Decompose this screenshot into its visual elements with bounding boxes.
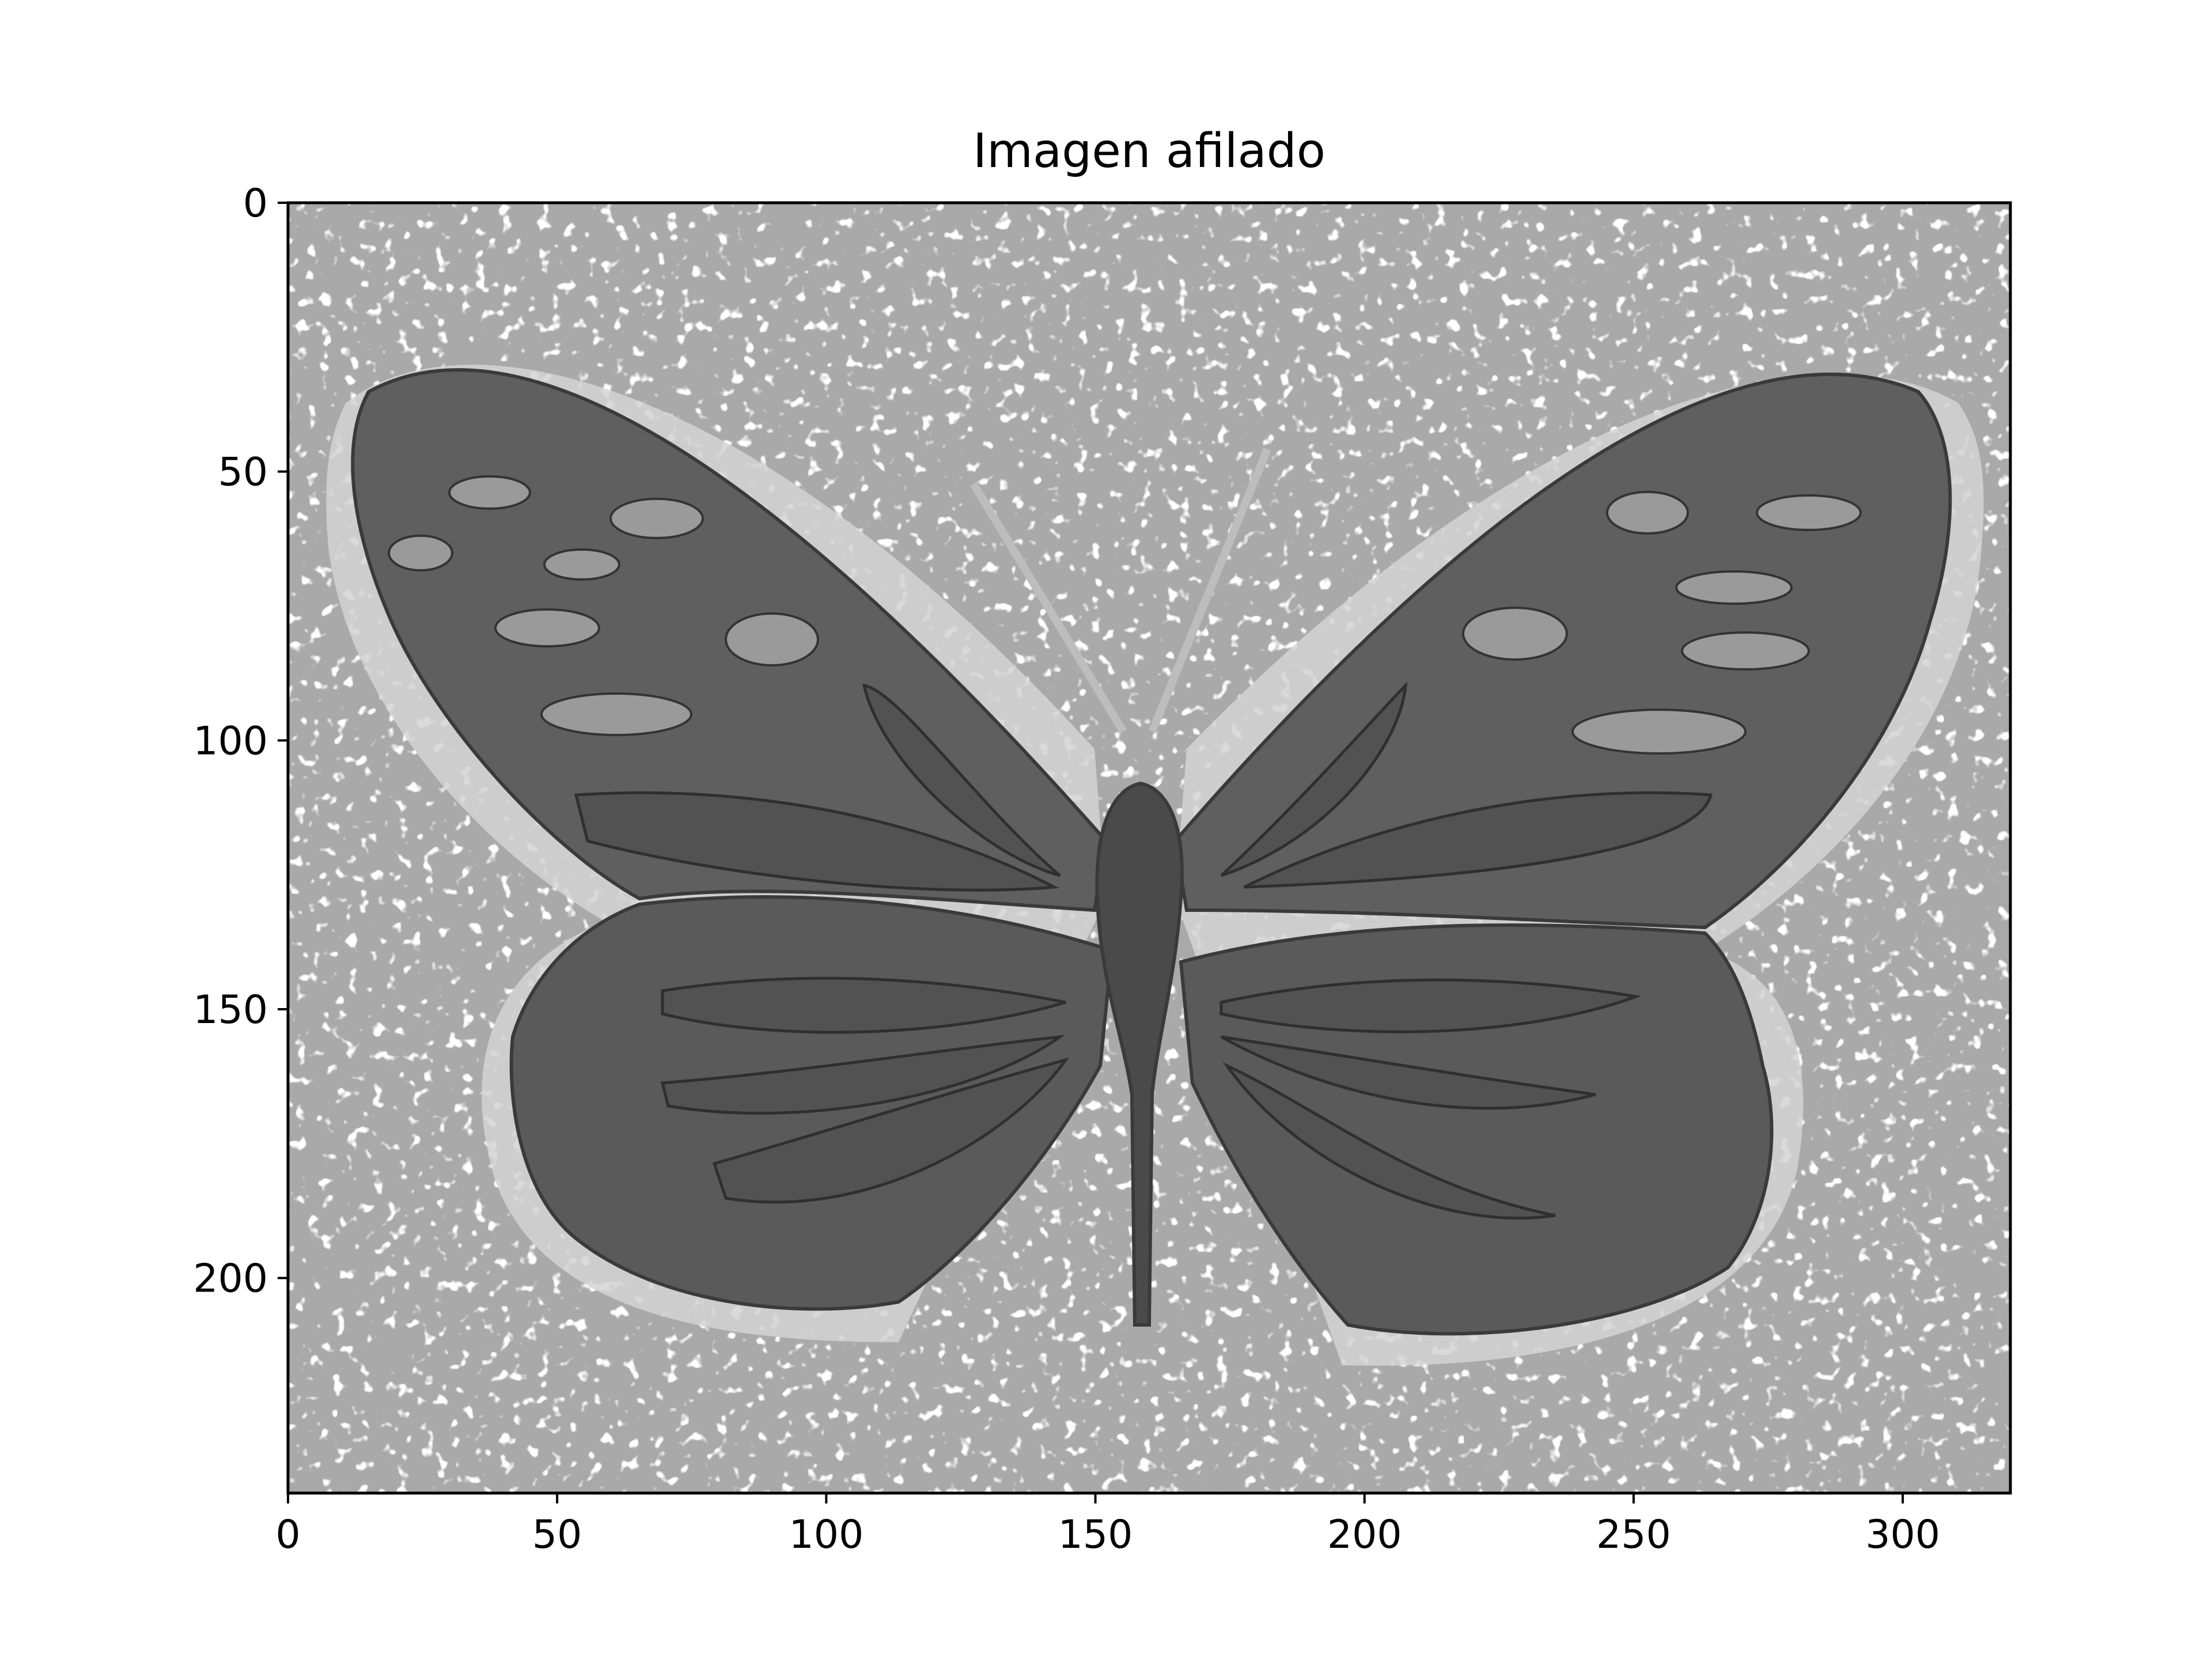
x-tick-label: 250 [1596, 1512, 1671, 1558]
y-tick-label: 150 [193, 987, 268, 1033]
y-tick-label: 200 [193, 1256, 268, 1302]
y-axis: 0 50 100 150 200 [193, 181, 288, 1302]
y-tick-label: 0 [243, 181, 268, 226]
x-tick-label: 150 [1058, 1512, 1133, 1558]
x-tick-label: 0 [275, 1512, 300, 1558]
image-area [288, 203, 2010, 1493]
x-tick-label: 300 [1865, 1512, 1940, 1558]
y-tick-label: 50 [218, 450, 268, 495]
wing-veins [574, 681, 1713, 1220]
x-axis: 0 50 100 150 200 250 300 [275, 1493, 1940, 1558]
y-tick-label: 100 [193, 718, 268, 764]
x-tick-label: 100 [789, 1512, 863, 1558]
x-tick-label: 200 [1327, 1512, 1402, 1558]
x-tick-label: 50 [532, 1512, 582, 1558]
wing-spots [388, 475, 1862, 755]
axes-frame [286, 201, 2012, 1495]
chart-title: Imagen afilado [973, 124, 1325, 179]
body [1095, 781, 1184, 1327]
antennae [970, 448, 1271, 734]
